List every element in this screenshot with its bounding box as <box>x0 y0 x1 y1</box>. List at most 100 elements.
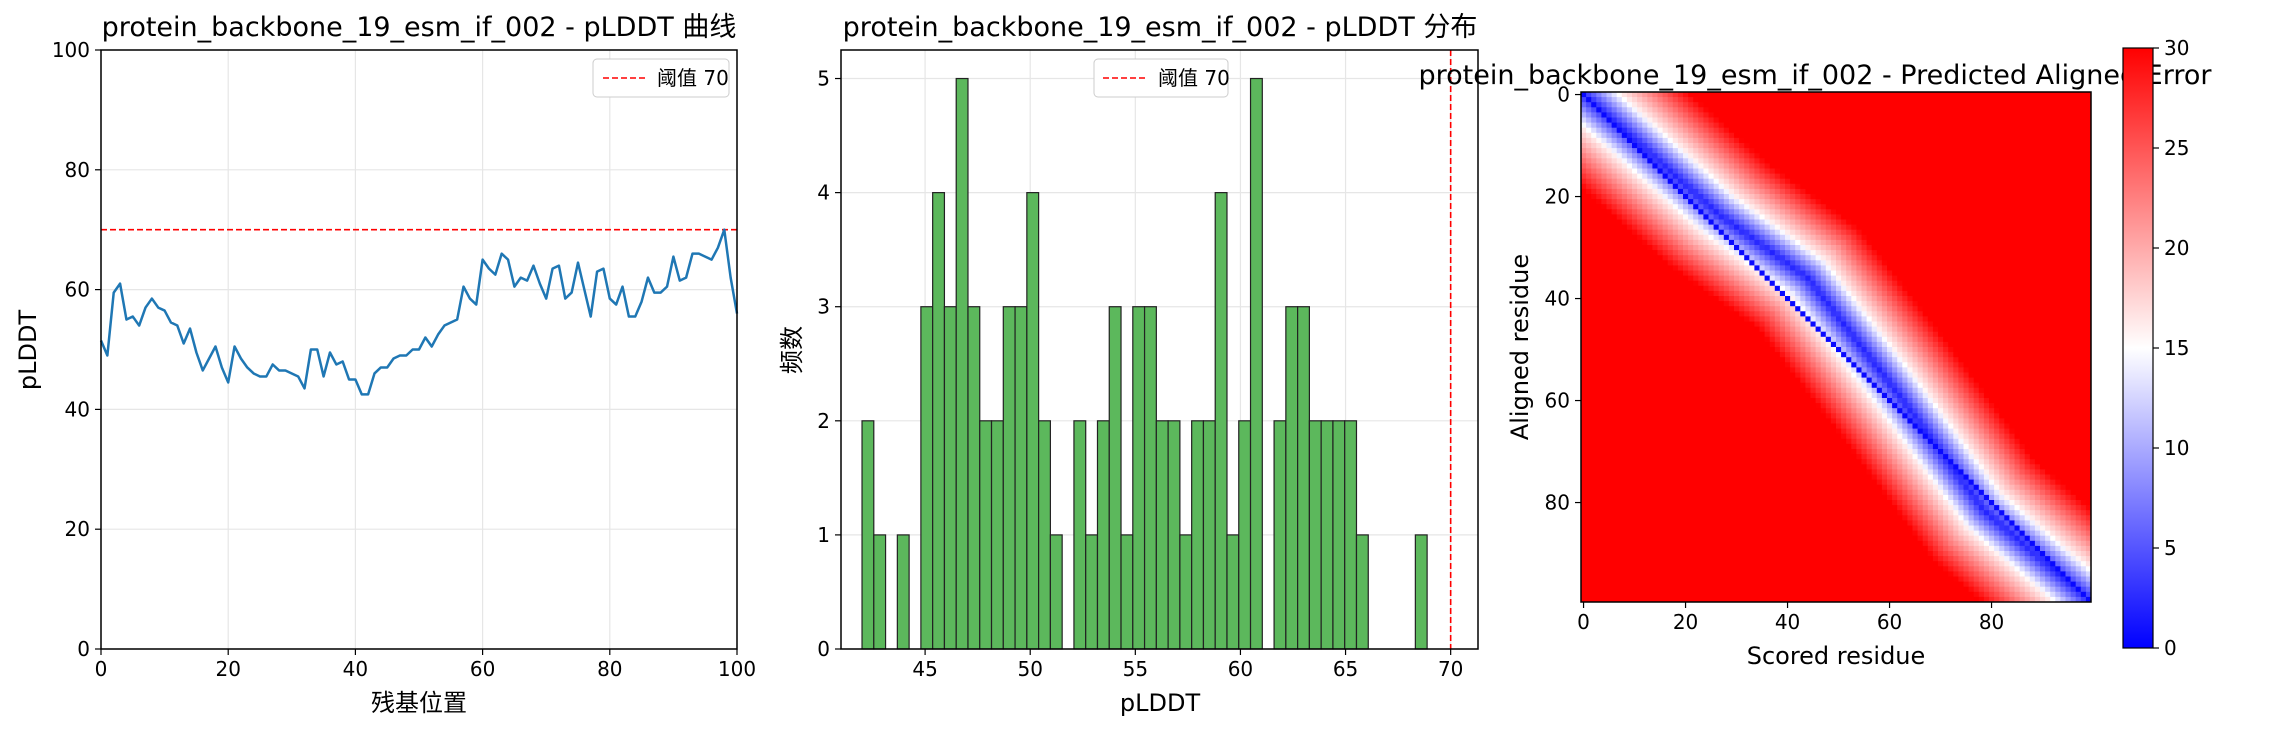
heatmap-cell <box>1667 270 1674 276</box>
heatmap-cell <box>1591 188 1597 195</box>
heatmap-cell <box>2040 265 2046 271</box>
heatmap-cell <box>1907 260 1913 266</box>
heatmap-cell <box>1693 275 1699 282</box>
heatmap-cell <box>1963 122 1969 129</box>
heatmap-cell <box>1841 326 1847 333</box>
heatmap-cell <box>1657 107 1663 113</box>
heatmap-cell <box>1647 209 1653 215</box>
heatmap-cell <box>1846 224 1852 231</box>
heatmap-cell <box>2009 199 2015 205</box>
heatmap-cell <box>1820 168 1827 174</box>
heatmap-cell <box>1703 260 1709 266</box>
heatmap-cell <box>2024 280 2031 287</box>
heatmap-cell <box>1754 326 1760 333</box>
heatmap-cell <box>1779 168 1786 174</box>
heatmap-cell <box>1861 280 1867 287</box>
heatmap-cell <box>1708 168 1714 174</box>
heatmap-cell <box>1917 153 1924 159</box>
heatmap-cell <box>1586 331 1592 338</box>
heatmap-cell <box>2045 173 2051 180</box>
heatmap-cell <box>1586 265 1592 271</box>
heatmap-cell <box>1856 127 1862 134</box>
heatmap-cell <box>2085 214 2092 220</box>
heatmap-cell <box>2055 245 2061 251</box>
heatmap-cell <box>2070 132 2077 139</box>
heatmap-cell <box>1953 306 1959 312</box>
heatmap-cell <box>1683 270 1689 276</box>
heatmap-cell <box>1662 224 1669 231</box>
heatmap-cell <box>1616 199 1623 205</box>
heatmap-cell <box>1672 102 1679 108</box>
heatmap-cell <box>1815 132 1822 139</box>
heatmap-cell <box>1657 143 1663 149</box>
heatmap-cell <box>1800 311 1806 317</box>
heatmap-cell <box>1606 326 1612 333</box>
heatmap-cell <box>1621 239 1628 246</box>
heatmap-cell <box>1861 148 1867 154</box>
heatmap-cell <box>2009 168 2015 174</box>
heatmap-cell <box>1698 301 1704 307</box>
heatmap-cell <box>2029 107 2036 113</box>
heatmap-cell <box>1887 117 1893 123</box>
heatmap-cell <box>1790 326 1796 333</box>
heatmap-cell <box>1698 245 1704 251</box>
heatmap-cell <box>2070 137 2077 144</box>
heatmap-cell <box>1637 168 1643 174</box>
heatmap-cell <box>1596 250 1602 256</box>
heatmap-cell <box>1825 214 1832 220</box>
heatmap-cell <box>1851 117 1857 123</box>
heatmap-cell <box>1902 117 1908 123</box>
heatmap-cell <box>1922 183 1929 190</box>
heatmap-cell <box>1902 102 1908 108</box>
heatmap-cell <box>1785 336 1791 343</box>
heatmap-cell <box>1892 255 1898 261</box>
heatmap-cell <box>1754 285 1760 292</box>
heatmap-cell <box>1912 296 1918 302</box>
heatmap-cell <box>1978 290 1985 297</box>
heatmap-cell <box>1846 321 1852 327</box>
heatmap-cell <box>1688 306 1694 312</box>
heatmap-cell <box>1841 296 1847 302</box>
heatmap-cell <box>1637 173 1643 180</box>
heatmap-cell <box>1779 178 1786 185</box>
heatmap-cell <box>1779 285 1786 292</box>
heatmap-cell <box>1912 245 1918 251</box>
heatmap-cell <box>1652 127 1658 134</box>
heatmap-cell <box>1596 107 1602 113</box>
heatmap-cell <box>1642 326 1648 333</box>
heatmap-cell <box>1601 224 1607 231</box>
heatmap-cell <box>1759 321 1765 327</box>
heatmap-cell <box>1973 321 1980 327</box>
heatmap-cell <box>1586 97 1592 103</box>
heatmap-cell <box>2045 270 2051 276</box>
heatmap-cell <box>1616 285 1623 292</box>
heatmap-cell <box>1902 331 1908 338</box>
heatmap-cell <box>1907 183 1913 190</box>
heatmap-cell <box>1693 168 1699 174</box>
line-chart-ylabel: pLDDT <box>14 310 42 391</box>
heatmap-cell <box>1836 290 1842 297</box>
heatmap-cell <box>1805 204 1811 210</box>
heatmap-cell <box>1606 173 1612 180</box>
heatmap-cell <box>1713 280 1720 287</box>
heatmap-cell <box>1586 122 1592 129</box>
heatmap-cell <box>1927 270 1934 276</box>
heatmap-cell <box>1897 224 1903 231</box>
heatmap-cell <box>1672 92 1679 98</box>
heatmap-cell <box>1836 92 1842 98</box>
heatmap-cell <box>2014 173 2020 180</box>
heatmap-cell <box>1989 290 1995 297</box>
heatmap-cell <box>2004 194 2010 200</box>
heatmap-cell <box>2019 153 2026 159</box>
heatmap-cell <box>1958 321 1964 327</box>
heatmap-cell <box>1932 255 1939 261</box>
heatmap-cell <box>2034 270 2041 276</box>
heatmap-cell <box>2070 194 2077 200</box>
heatmap-cell <box>1953 148 1959 154</box>
heatmap-cell <box>1703 214 1709 220</box>
heatmap-cell <box>1637 158 1643 164</box>
heatmap-cell <box>2055 224 2061 231</box>
heatmap-cell <box>1912 290 1918 297</box>
heatmap-cell <box>1586 270 1592 276</box>
heatmap-cell <box>1754 178 1760 185</box>
